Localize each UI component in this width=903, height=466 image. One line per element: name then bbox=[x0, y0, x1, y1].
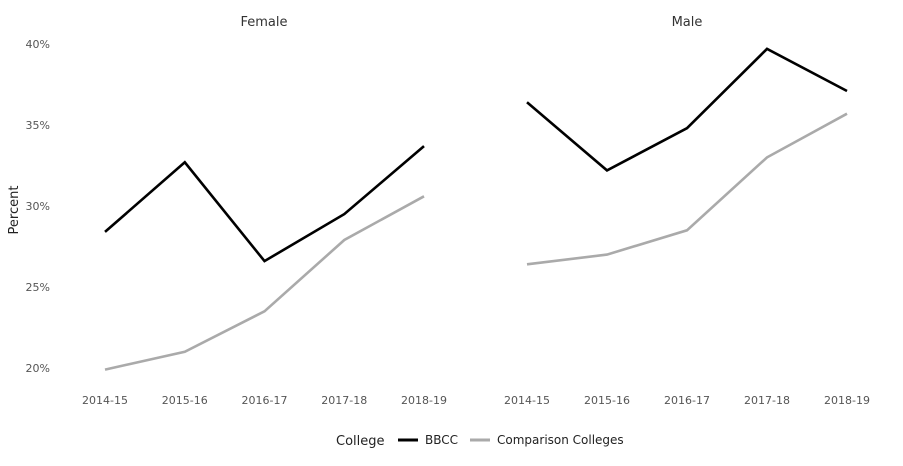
panel-female: Female 2014-15 2015-16 2016-17 2017-18 2018-1… bbox=[82, 15, 447, 407]
series-line-comparison-colleges bbox=[526, 112, 848, 266]
y-tick-label: 30% bbox=[26, 200, 50, 213]
y-tick-label: 40% bbox=[26, 38, 50, 51]
y-tick-label: 25% bbox=[26, 281, 50, 294]
x-tick-label: 2014-15 bbox=[504, 394, 550, 407]
facet-panels: Female 2014-15 2015-16 2016-17 2017-18 2018-1… bbox=[82, 15, 870, 407]
y-axis-title: Percent bbox=[7, 186, 22, 235]
series-line-bbcc bbox=[526, 47, 848, 172]
x-tick-label: 2014-15 bbox=[82, 394, 128, 407]
x-tick-label: 2017-18 bbox=[321, 394, 367, 407]
panel-title: Female bbox=[240, 15, 287, 30]
legend-label: BBCC bbox=[425, 433, 458, 447]
x-tick-label: 2017-18 bbox=[744, 394, 790, 407]
panel-title: Male bbox=[672, 15, 703, 30]
x-tick-label: 2018-19 bbox=[401, 394, 447, 407]
x-tick-label: 2016-17 bbox=[242, 394, 288, 407]
series-line-comparison-colleges bbox=[104, 195, 425, 371]
series-line-bbcc bbox=[104, 145, 425, 263]
legend-title: College bbox=[336, 434, 385, 449]
x-tick-label: 2015-16 bbox=[584, 394, 630, 407]
x-tick-label: 2018-19 bbox=[824, 394, 870, 407]
y-tick-label: 20% bbox=[26, 362, 50, 375]
legend-label: Comparison Colleges bbox=[497, 433, 624, 447]
panel-male: Male 2014-15 2015-16 2016-17 2017-18 2018-19 bbox=[504, 15, 870, 407]
x-tick-label: 2015-16 bbox=[162, 394, 208, 407]
y-axis-ticks: 20% 25% 30% 35% 40% bbox=[26, 38, 50, 375]
legend: College BBCC Comparison Colleges bbox=[336, 433, 624, 449]
x-tick-label: 2016-17 bbox=[664, 394, 710, 407]
y-tick-label: 35% bbox=[26, 119, 50, 132]
